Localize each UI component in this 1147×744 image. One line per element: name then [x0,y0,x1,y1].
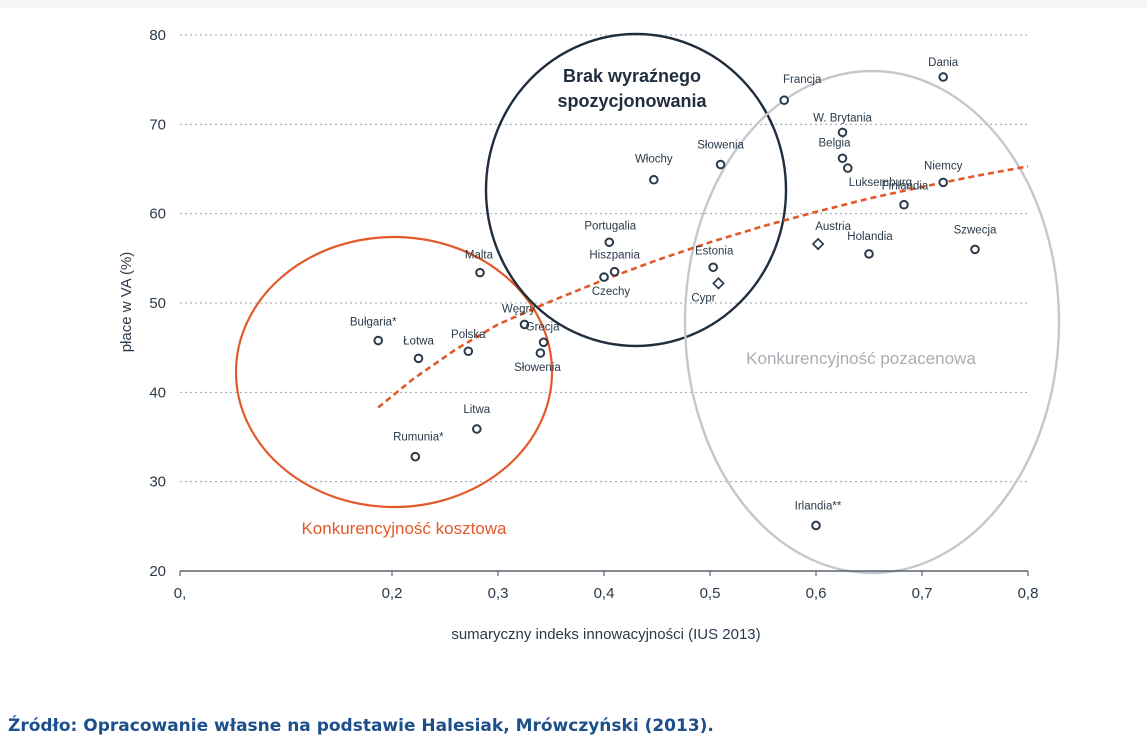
point-label-francja: Francja [783,74,822,86]
point-holandia [864,249,874,259]
point-szwecja [970,244,980,255]
point-łotwa [413,353,424,364]
point-czechy [599,272,609,282]
ellipse-non-price-competitiveness [683,69,1061,575]
point-label-luksemburg: Luksemburg [849,177,912,189]
point-label-austria: Austria [815,221,851,233]
x-axis-title: sumaryczny indeks innowacyjności (IUS 20… [451,626,760,643]
point-label-hiszpania: Hiszpania [589,250,640,262]
point-estonia [708,262,718,273]
point-w-brytania [837,127,848,138]
point-label-polska: Polska [451,329,486,341]
point-label-słowenia: Słowenia [697,140,744,152]
point-label-portugalia: Portugalia [584,220,636,232]
point-belgia [837,153,848,164]
point-niemcy [938,177,949,188]
source-note: Źródło: Opracowanie własne na podstawie … [8,716,714,736]
y-axis-title: płace w VA (%) [118,252,135,353]
point-label-czechy: Czechy [592,286,631,298]
point-label-włochy: Włochy [635,154,673,166]
group-label-orange: Konkurencyjność kosztowa [301,519,507,538]
trend-line-group [377,165,1029,409]
point-polska [463,346,474,357]
x-tick-label: 0,3 [488,585,509,602]
y-tick-label: 40 [149,384,166,401]
point-cypr [712,277,725,290]
y-tick-label: 60 [149,206,166,223]
y-tick-label: 50 [149,295,166,312]
point-label-irlandia: Irlandia** [795,500,842,512]
x-tick-label: 0,6 [806,585,827,602]
ellipse-no-positioning [484,32,788,348]
y-tick-label: 20 [149,563,166,580]
point-węgry [519,319,530,330]
point-hiszpania [609,266,620,277]
x-tick-label: 0, [174,585,187,602]
ellipse-cost-competitiveness [234,235,554,509]
point-słowenia [715,159,726,170]
trend-line [377,165,1029,409]
x-tick-label: 0,5 [700,585,721,602]
point-label-belgia: Belgia [819,137,852,149]
y-tick-label: 70 [149,116,166,133]
point-label-estonia: Estonia [695,245,734,257]
point-bułgaria [373,335,384,346]
point-finlandia [899,199,909,210]
point-grecja [538,337,549,348]
point-irlandia [811,520,821,531]
point-label-holandia: Holandia [847,231,893,243]
x-tick-label: 0,8 [1018,585,1039,602]
point-portugalia [604,237,615,248]
point-label-w-brytania: W. Brytania [813,112,872,124]
point-label-rumunia: Rumunia* [393,432,444,444]
group-label-dark-line-2: spozycjonowania [557,91,707,111]
point-label-cypr: Cypr [691,292,715,304]
point-label-litwa: Litwa [463,404,490,416]
grid: 20 30 40 50 60 70 80 [149,27,1028,580]
axes: 0, 0,2 0,3 0,4 0,5 0,6 0,7 0,8 [174,570,1039,602]
figure-card [0,8,1147,744]
point-label-grecja: Grecja [526,321,560,333]
point-rumunia [410,451,421,462]
x-tick-label: 0,4 [594,585,615,602]
point-label-niemcy: Niemcy [924,160,963,172]
x-tick-label: 0,7 [912,585,933,602]
point-label-łotwa: Łotwa [403,335,434,347]
point-label-dania: Dania [928,57,959,69]
point-francja [779,95,790,106]
group-label-grey: Konkurencyjność pozacenowa [746,349,976,368]
y-tick-label: 80 [149,27,166,44]
point-litwa [472,424,482,434]
y-tick-label: 30 [149,474,166,491]
point-label-finlandia: Finlandia [882,181,929,193]
point-luksemburg [843,163,853,173]
x-tick-label: 0,2 [382,585,403,602]
point-label-bułgaria: Bułgaria* [350,317,397,329]
point-label-węgry: Węgry [502,303,535,315]
point-label-szwecja: Szwecja [954,224,997,236]
point-label-słowenia: Słowenia [514,362,561,374]
point-włochy [649,174,659,185]
point-austria [811,237,825,251]
group-label-dark-line-1: Brak wyraźnego [563,66,701,86]
point-dania [938,72,949,82]
point-malta [475,267,485,278]
point-słowenia [535,348,546,358]
point-label-malta: Malta [465,250,494,262]
points: Dania Francja W. Brytania Belgia Luksemburg S… [350,57,997,531]
group-ellipses [234,32,1061,575]
